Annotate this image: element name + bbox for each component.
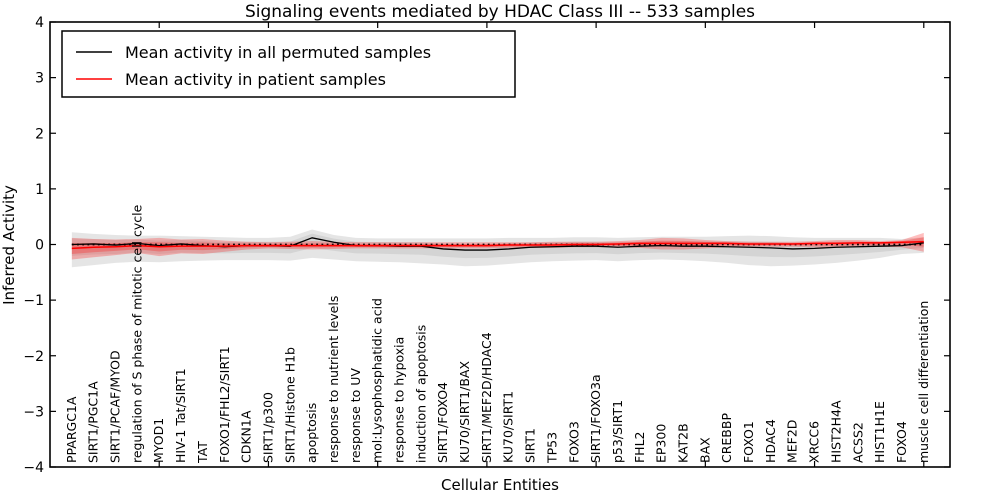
x-category-label: KU70/SIRT1/BAX xyxy=(457,361,472,463)
x-category-label: response to nutrient levels xyxy=(326,296,341,463)
legend: Mean activity in all permuted samples Me… xyxy=(61,30,516,98)
x-category-label: EP300 xyxy=(654,424,669,463)
y-axis-label: Inferred Activity xyxy=(0,185,18,305)
x-category-label: PPARGC1A xyxy=(64,396,79,463)
x-category-label: CREBBP xyxy=(719,413,734,463)
x-category-label: SIRT1 xyxy=(523,428,538,463)
y-tick-label: 4 xyxy=(35,15,44,31)
x-category-label: response to hypoxia xyxy=(392,337,407,463)
y-tick-labels: −4 −3 −2 −1 0 1 2 3 4 xyxy=(23,15,44,476)
x-category-label: SIRT1/FOXO4 xyxy=(435,382,450,463)
y-tick-label: 3 xyxy=(35,71,44,87)
y-tick-label: −3 xyxy=(23,404,44,420)
band-patient xyxy=(71,232,924,260)
series-line-patient xyxy=(71,240,924,250)
x-category-label: MYOD1 xyxy=(151,418,166,463)
x-category-label: SIRT1/FOXO3a xyxy=(588,374,603,463)
x-category-label: HIST2H4A xyxy=(828,400,843,463)
x-category-label: induction of apoptosis xyxy=(413,325,428,463)
legend-label-patient: Mean activity in patient samples xyxy=(125,70,386,89)
y-tick-label: −4 xyxy=(23,460,44,476)
y-tick-label: −2 xyxy=(23,349,44,365)
x-category-label: MEF2D xyxy=(785,420,800,463)
x-category-label: SIRT1/MEF2D/HDAC4 xyxy=(479,332,494,463)
x-category-label: FOXO1/FHL2/SIRT1 xyxy=(217,346,232,463)
x-category-label: SIRT1/Histone H1b xyxy=(282,347,297,463)
x-category-label: muscle cell differentiation xyxy=(916,301,931,463)
x-category-label: response to UV xyxy=(348,368,363,463)
x-category-label: SIRT1/PGC1A xyxy=(86,381,101,463)
y-tick-label: 2 xyxy=(35,126,44,142)
y-tick-label: −1 xyxy=(23,293,44,309)
legend-box xyxy=(61,30,516,98)
axis-ticks xyxy=(50,21,950,468)
x-category-label: HIV-1 Tat/SIRT1 xyxy=(173,368,188,463)
x-category-label: SIRT1/PCAF/MYOD xyxy=(108,350,123,463)
x-category-label: XRCC6 xyxy=(807,421,822,463)
x-category-label: ACSS2 xyxy=(850,422,865,463)
x-category-label: HDAC4 xyxy=(763,419,778,463)
x-category-labels: PPARGC1A SIRT1/PGC1A SIRT1/PCAF/MYOD regula… xyxy=(64,204,931,464)
x-category-label: FOXO3 xyxy=(566,421,581,463)
x-category-label: apoptosis xyxy=(304,403,319,463)
x-category-label: TAT xyxy=(195,441,210,464)
x-category-label: FOXO4 xyxy=(894,421,909,463)
x-category-label: mol:Lysophosphatidic acid xyxy=(370,298,385,463)
x-category-label: KU70/SIRT1 xyxy=(501,391,516,463)
x-category-label: CDKN1A xyxy=(239,410,254,463)
x-category-label: p53/SIRT1 xyxy=(610,400,625,463)
x-category-label: KAT2B xyxy=(675,423,690,463)
x-category-label: regulation of S phase of mitotic cell cy… xyxy=(129,204,144,463)
y-tick-label: 0 xyxy=(35,238,44,254)
chart-title: Signaling events mediated by HDAC Class … xyxy=(245,2,755,22)
x-category-label: FHL2 xyxy=(632,431,647,463)
plot-lines xyxy=(71,237,924,251)
y-tick-label: 1 xyxy=(35,182,44,198)
legend-label-permuted: Mean activity in all permuted samples xyxy=(125,43,431,62)
x-category-label: TP53 xyxy=(544,432,559,464)
x-category-label: SIRT1/p300 xyxy=(260,392,275,463)
x-axis-label: Cellular Entities xyxy=(441,476,559,494)
x-category-label: HIST1H1E xyxy=(872,401,887,463)
x-category-label: BAX xyxy=(697,437,712,463)
x-category-label: FOXO1 xyxy=(741,421,756,463)
band-permuted xyxy=(71,229,924,268)
